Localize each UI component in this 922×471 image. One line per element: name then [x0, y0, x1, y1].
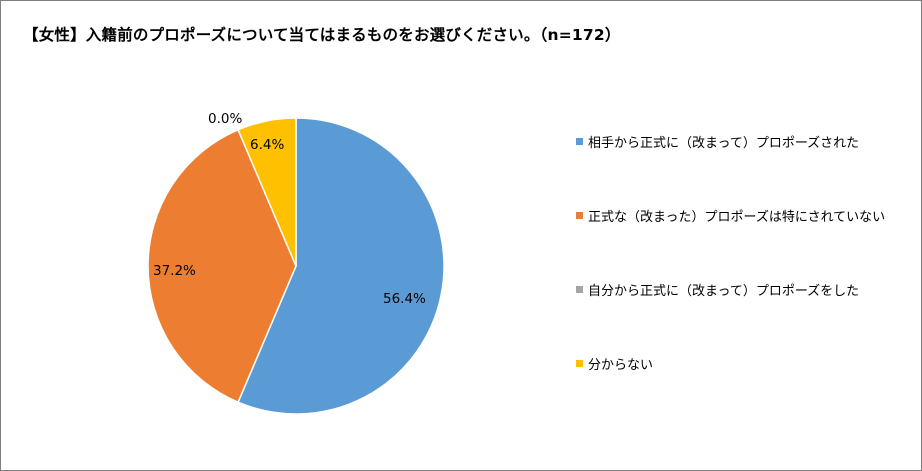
- legend-item-2: 正式な（改まった）プロポーズは特にされていない: [576, 206, 886, 225]
- data-label-1: 56.4%: [383, 291, 426, 307]
- legend-swatch-3: [576, 285, 583, 293]
- legend-item-3: 自分から正式に（改まって）プロポーズをした: [576, 280, 860, 299]
- legend-item-1: 相手から正式に（改まって）プロポーズされた: [576, 132, 860, 151]
- legend-swatch-4: [576, 359, 583, 367]
- data-label-2: 37.2%: [153, 263, 196, 279]
- legend-label-2: 正式な（改まった）プロポーズは特にされていない: [588, 209, 886, 225]
- pie-slice-1: [237, 117, 445, 415]
- chart-title: 【女性】入籍前のプロポーズについて当てはまるものをお選びください。（n=172）: [23, 26, 621, 44]
- legend-item-4: 分からない: [576, 354, 654, 373]
- data-label-4: 6.4%: [250, 137, 284, 153]
- pie-slice-4: [237, 117, 297, 267]
- legend-label-3: 自分から正式に（改まって）プロポーズをした: [588, 283, 860, 299]
- pie-slice-2: [147, 128, 297, 404]
- legend-swatch-2: [576, 211, 583, 219]
- data-label-3: 0.0%: [208, 111, 242, 127]
- legend-label-4: 分からない: [588, 357, 654, 373]
- legend-label-1: 相手から正式に（改まって）プロポーズされた: [588, 135, 860, 151]
- legend-swatch-1: [576, 137, 583, 145]
